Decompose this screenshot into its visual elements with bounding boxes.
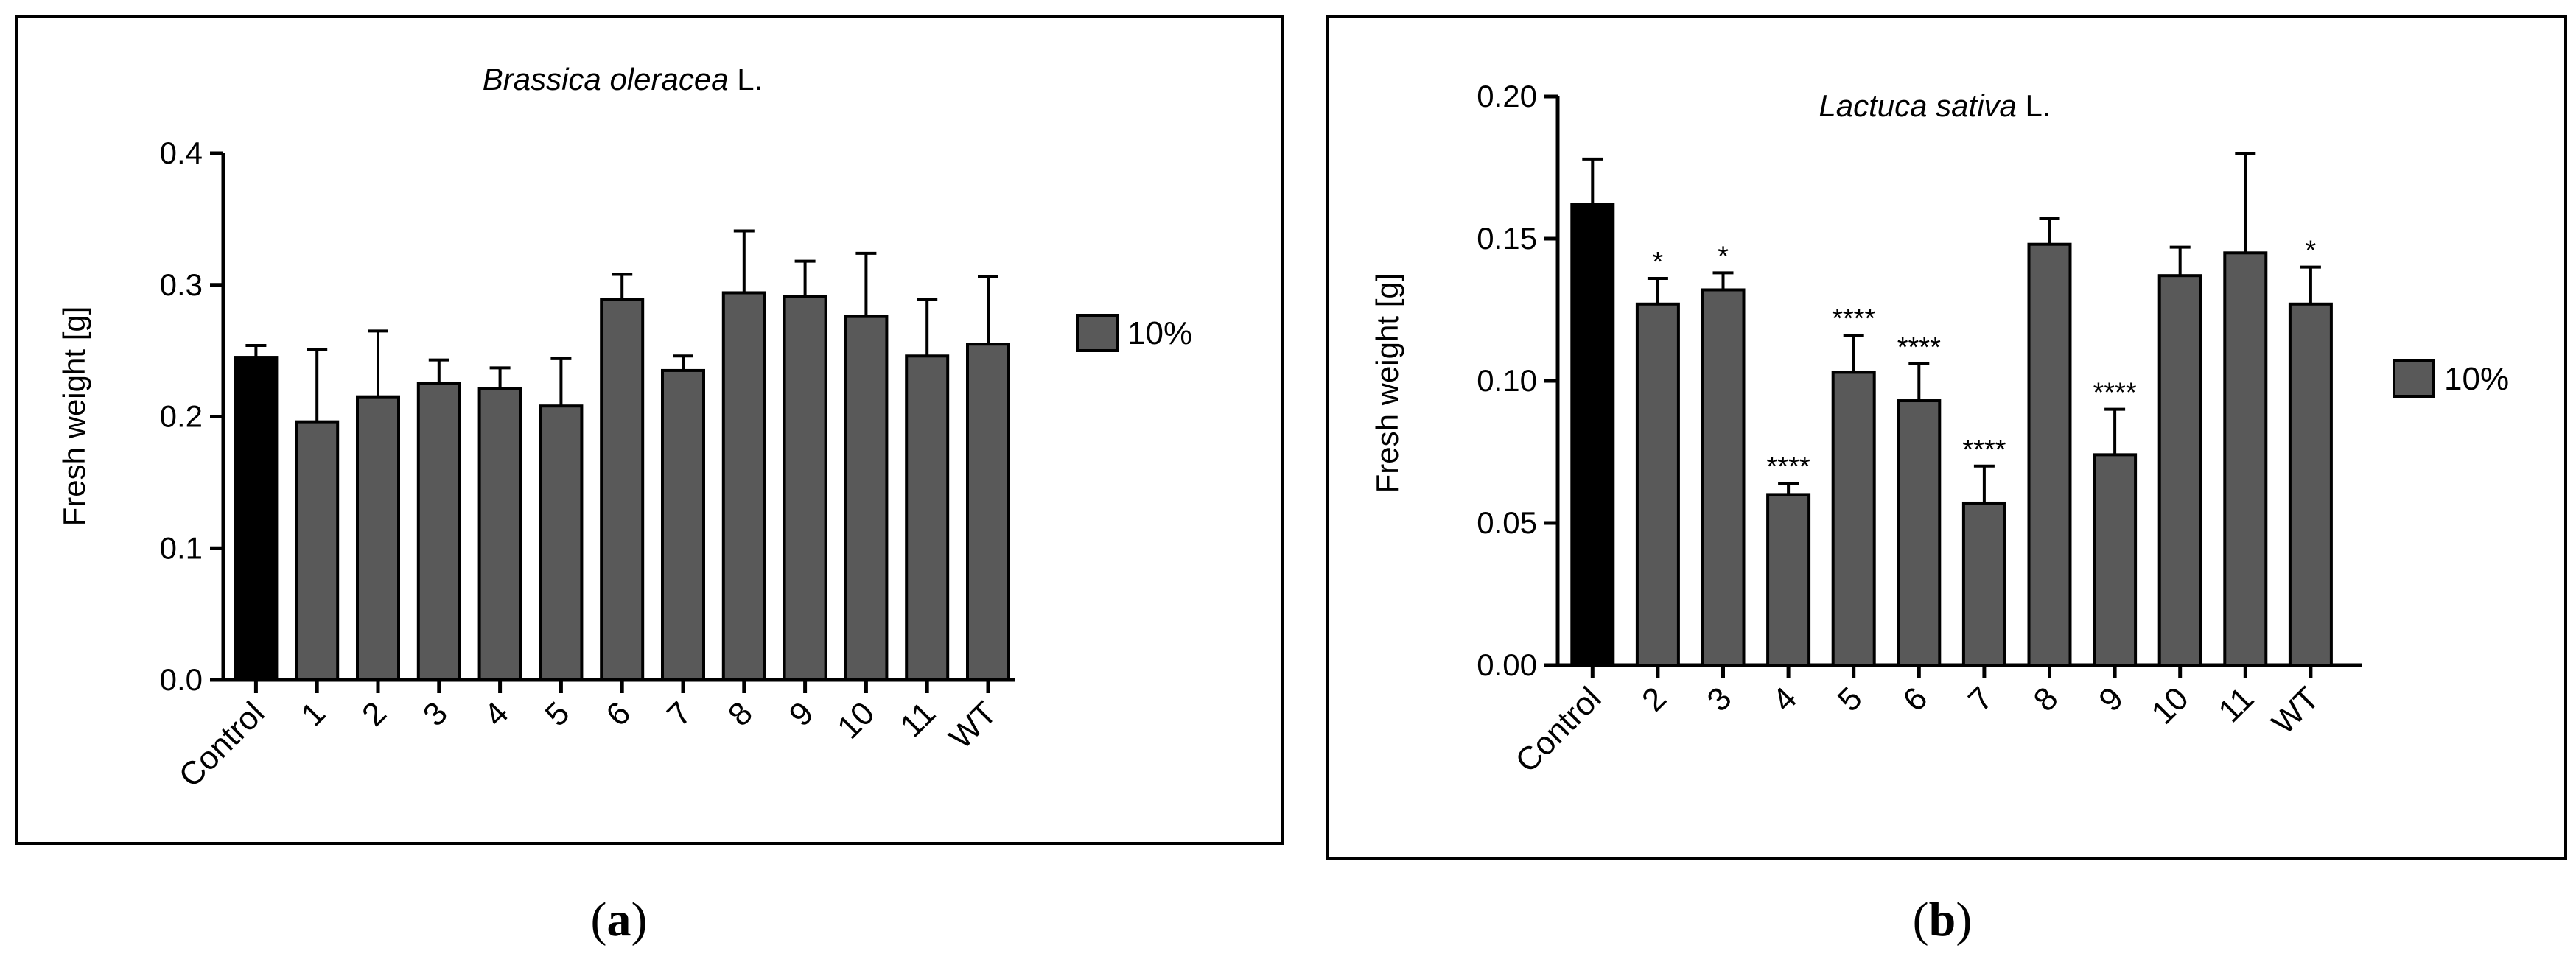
x-tick-label: Control xyxy=(172,695,272,794)
significance-label: * xyxy=(1653,247,1664,278)
bar xyxy=(539,404,584,681)
panel-caption: (a) xyxy=(591,893,648,947)
x-tick-label: 5 xyxy=(539,695,577,733)
y-tick-label: 0.0 xyxy=(160,662,203,697)
bar xyxy=(1961,501,2006,667)
legend-swatch xyxy=(1076,314,1119,352)
bar xyxy=(1766,493,1811,667)
bar xyxy=(2288,302,2333,667)
caption-open: ( xyxy=(591,893,607,947)
bar xyxy=(416,382,461,681)
caption-open: ( xyxy=(1913,893,1929,947)
bar xyxy=(844,315,889,681)
x-tick-label: 8 xyxy=(721,695,760,733)
bar xyxy=(2223,251,2268,667)
x-tick-label: 7 xyxy=(660,695,699,733)
x-tick-label: 1 xyxy=(294,695,332,733)
x-tick-label: 6 xyxy=(599,695,637,733)
significance-label: * xyxy=(1718,241,1729,272)
significance-label: **** xyxy=(1962,435,2006,466)
x-tick-label: WT xyxy=(2265,680,2326,741)
x-tick-label: 9 xyxy=(2092,680,2130,718)
x-tick-label: 8 xyxy=(2027,680,2065,718)
chart-title-species: Brassica oleracea xyxy=(483,62,729,96)
significance-label: **** xyxy=(2093,378,2137,409)
y-tick-label: 0.4 xyxy=(160,136,203,170)
significance-label: **** xyxy=(1897,332,1941,363)
x-tick-label: 3 xyxy=(1701,680,1739,718)
y-tick-label: 0.2 xyxy=(160,399,203,434)
x-tick-label: 11 xyxy=(893,695,942,744)
chart-title: Lactuca sativa L. xyxy=(1819,88,2051,123)
caption-letter: b xyxy=(1929,893,1956,947)
legend-swatch xyxy=(2393,359,2435,398)
bar xyxy=(1570,203,1615,667)
y-tick-label: 0.1 xyxy=(160,530,203,565)
panel-frame xyxy=(15,15,1284,845)
bar xyxy=(661,368,705,681)
x-tick-label: 7 xyxy=(1961,680,2000,718)
bar xyxy=(1635,302,1680,667)
bar xyxy=(600,298,645,682)
bar xyxy=(2093,453,2138,667)
bar xyxy=(2157,274,2202,667)
chart-panel-a: Brassica oleracea L. 0.0 0.1 0.2 0.3 0.4 Fresh… xyxy=(15,15,1284,947)
x-tick-label: 4 xyxy=(1765,680,1804,718)
significance-label: * xyxy=(2306,236,2317,267)
y-tick-label: 0.15 xyxy=(1477,221,1537,256)
chart-title-species: Lactuca sativa xyxy=(1819,88,2017,123)
bar xyxy=(2027,242,2072,667)
chart-title: Brassica oleracea L. xyxy=(483,62,763,96)
significance-label: **** xyxy=(1832,303,1875,334)
bar xyxy=(234,356,279,681)
caption-close: ) xyxy=(1956,893,1972,947)
y-tick-label: 0.3 xyxy=(160,267,203,302)
chart-title-suffix: L. xyxy=(2017,88,2051,123)
x-tick-label: 9 xyxy=(783,695,821,733)
caption-close: ) xyxy=(631,893,648,947)
x-tick-label: 6 xyxy=(1896,680,1934,718)
x-tick-label: 11 xyxy=(2211,680,2261,729)
bar xyxy=(295,420,340,682)
bar xyxy=(477,387,522,682)
y-axis-label: Fresh weight [g] xyxy=(1370,273,1404,494)
x-tick-label: 10 xyxy=(830,695,881,745)
x-tick-label: WT xyxy=(942,695,1004,756)
y-axis-label: Fresh weight [g] xyxy=(57,306,91,527)
x-tick-label: 2 xyxy=(1635,680,1673,718)
x-tick-label: 2 xyxy=(355,695,393,733)
chart-title-suffix: L. xyxy=(729,62,763,96)
bar xyxy=(1701,288,1746,667)
x-tick-label: 10 xyxy=(2145,680,2196,731)
x-tick-label: 5 xyxy=(1831,680,1869,718)
legend-label: 10% xyxy=(1127,315,1192,351)
bar xyxy=(356,395,400,681)
caption-letter: a xyxy=(607,893,631,947)
bar xyxy=(721,291,766,682)
significance-label: **** xyxy=(1767,452,1810,482)
y-tick-label: 0.20 xyxy=(1477,79,1537,113)
bar xyxy=(783,295,827,681)
bar xyxy=(1831,371,1876,667)
legend-label: 10% xyxy=(2444,361,2509,397)
x-tick-label: 3 xyxy=(416,695,455,733)
panel-caption: (b) xyxy=(1913,893,1973,947)
y-tick-label: 0.00 xyxy=(1477,647,1537,682)
x-tick-label: Control xyxy=(1508,680,1608,779)
y-tick-label: 0.05 xyxy=(1477,505,1537,540)
bar xyxy=(966,343,1010,681)
chart-panel-b: Lactuca sativa L. 0.00 0.05 0.10 0.15 0.20 Fre… xyxy=(1326,15,2567,947)
bar xyxy=(1897,399,1942,667)
bar xyxy=(905,354,950,681)
y-tick-label: 0.10 xyxy=(1477,363,1537,398)
panel-frame xyxy=(1326,15,2567,860)
x-tick-label: 4 xyxy=(477,695,516,733)
